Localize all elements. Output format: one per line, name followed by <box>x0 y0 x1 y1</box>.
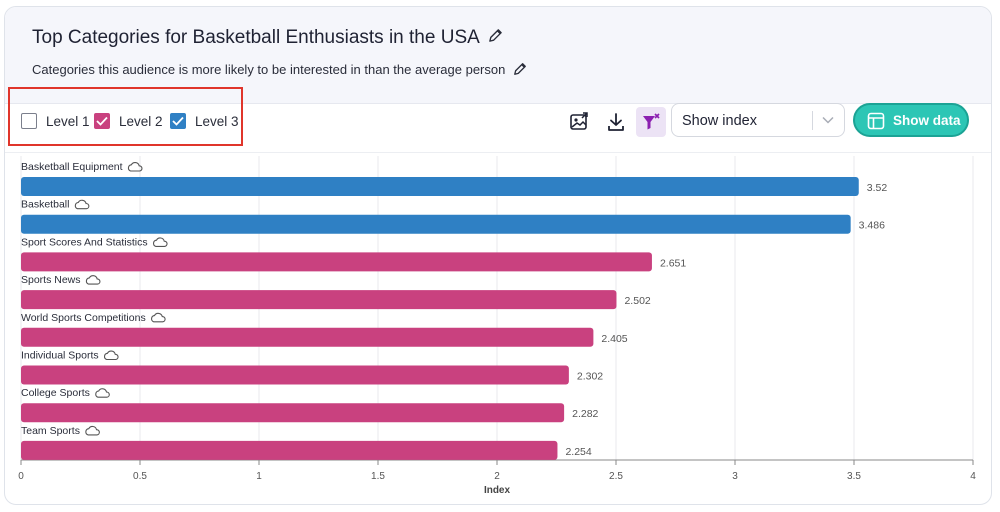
toolbar-divider <box>5 152 991 153</box>
show-data-button[interactable]: Show data <box>853 103 969 137</box>
bar <box>21 290 617 310</box>
bar <box>21 440 558 460</box>
level-3-label: Level 3 <box>195 113 239 129</box>
value-label: 3.486 <box>859 220 885 232</box>
x-tick-label: 0.5 <box>133 471 147 482</box>
chevron-down-icon <box>822 116 834 124</box>
value-label: 2.282 <box>572 408 598 420</box>
value-label: 2.502 <box>624 295 650 307</box>
cloud-icon <box>85 425 100 436</box>
edit-subtitle-pencil-icon[interactable] <box>513 62 527 79</box>
x-tick-label: 1.5 <box>371 471 385 482</box>
category-label: Sports News <box>21 274 81 286</box>
category-label: Sport Scores And Statistics <box>21 236 148 248</box>
bar <box>21 327 594 347</box>
level-1-checkbox[interactable] <box>21 113 37 129</box>
cloud-icon <box>151 312 166 323</box>
level-1-toggle[interactable]: Level 1 <box>21 112 90 130</box>
bar <box>21 214 851 234</box>
level-1-label: Level 1 <box>46 113 90 129</box>
edit-title-pencil-icon[interactable] <box>488 27 503 49</box>
category-label: World Sports Competitions <box>21 312 146 324</box>
x-tick-label: 2 <box>494 471 500 482</box>
x-tick-label: 3.5 <box>847 471 861 482</box>
x-tick-label: 4 <box>970 471 976 482</box>
chart-title: Top Categories for Basketball Enthusiast… <box>32 27 503 49</box>
category-label: College Sports <box>21 387 90 399</box>
download-icon <box>608 113 624 131</box>
level-2-label: Level 2 <box>119 113 163 129</box>
level-3-toggle[interactable]: Level 3 <box>170 112 239 130</box>
value-label: 2.302 <box>577 371 603 383</box>
cloud-icon <box>85 275 101 285</box>
checkmark-icon <box>96 116 108 126</box>
download-button[interactable] <box>602 108 630 136</box>
category-label: Individual Sports <box>21 350 99 362</box>
funnel-clear-icon <box>643 113 660 130</box>
image-export-icon <box>570 112 588 130</box>
chart-title-text: Top Categories for Basketball Enthusiast… <box>32 27 480 49</box>
level-3-checkbox[interactable] <box>170 113 186 129</box>
cloud-icon <box>103 350 119 361</box>
bar <box>21 403 565 423</box>
value-label: 2.405 <box>601 333 627 345</box>
image-export-button[interactable] <box>565 108 593 136</box>
cloud-icon <box>153 237 168 247</box>
level-2-checkbox[interactable] <box>94 113 110 129</box>
bar <box>21 252 652 272</box>
index-mode-select[interactable]: Show index <box>671 103 845 137</box>
value-label: 2.651 <box>660 257 686 269</box>
x-axis-title: Index <box>484 485 511 496</box>
category-label: Team Sports <box>21 425 80 437</box>
bar <box>21 177 859 196</box>
x-tick-label: 2.5 <box>609 471 623 482</box>
x-tick-label: 1 <box>256 471 262 482</box>
level-2-toggle[interactable]: Level 2 <box>94 112 163 130</box>
cloud-icon <box>74 199 90 210</box>
chart-subtitle: Categories this audience is more likely … <box>32 62 527 79</box>
index-mode-value: Show index <box>682 113 757 129</box>
funnel-clear-button[interactable] <box>636 107 666 137</box>
checkmark-icon <box>172 116 184 126</box>
level-filter-highlight <box>8 87 243 146</box>
select-separator <box>812 111 813 130</box>
x-tick-label: 3 <box>732 471 738 482</box>
cloud-icon <box>127 162 143 172</box>
chart-subtitle-text: Categories this audience is more likely … <box>32 62 506 77</box>
value-label: 2.254 <box>565 446 591 458</box>
bar <box>21 365 569 385</box>
category-label: Basketball Equipment <box>21 161 123 173</box>
cloud-icon <box>95 388 110 398</box>
x-tick-label: 0 <box>18 471 24 482</box>
value-label: 3.52 <box>867 182 888 194</box>
show-data-label: Show data <box>893 113 961 128</box>
category-label: Basketball <box>21 199 69 211</box>
table-icon <box>867 112 885 130</box>
